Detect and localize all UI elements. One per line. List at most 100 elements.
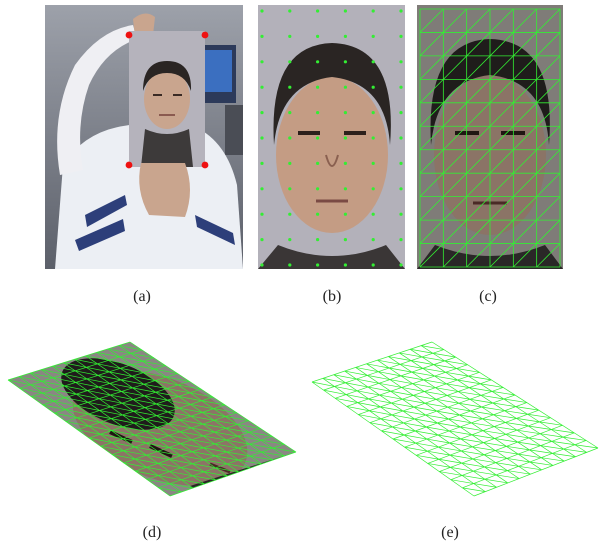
mesh-edge — [421, 345, 444, 350]
mesh-edge — [65, 421, 89, 427]
mesh-edge — [448, 418, 472, 424]
mesh-edge — [63, 362, 87, 368]
mesh-edge — [536, 79, 561, 104]
mesh-edge — [466, 243, 491, 268]
mesh-edge — [135, 470, 159, 476]
mesh-edge — [517, 441, 541, 446]
mesh-edge — [517, 429, 541, 435]
mesh-edge — [75, 382, 99, 388]
mesh-edge — [178, 396, 202, 402]
grid-point — [288, 212, 292, 216]
mesh-edge — [181, 479, 205, 485]
grid-points — [260, 9, 403, 267]
mesh-edge — [427, 463, 451, 468]
mesh-edge — [88, 425, 112, 431]
grid-point — [288, 9, 292, 13]
mesh-edge — [146, 466, 170, 472]
mesh-edge — [403, 422, 427, 428]
mesh-edge — [86, 366, 110, 373]
mesh-edge — [536, 196, 561, 221]
grid-point — [316, 60, 320, 64]
mesh-edge — [123, 438, 147, 444]
mesh-edge — [444, 360, 468, 366]
mesh-edge — [414, 418, 438, 424]
mesh-edge — [85, 355, 109, 361]
mesh-edge — [443, 32, 467, 57]
mesh-edge — [156, 415, 180, 421]
mesh-edge — [443, 55, 467, 80]
grid-point — [343, 187, 347, 191]
triangle-mesh — [311, 341, 599, 497]
mesh-edge — [466, 55, 491, 80]
mesh-edge — [99, 421, 123, 428]
mesh-edge — [449, 442, 473, 448]
mesh-edge — [489, 79, 514, 104]
mesh-edge — [389, 367, 412, 373]
mesh-edge — [496, 474, 520, 479]
mesh-edge — [513, 32, 537, 57]
mesh-edge — [65, 409, 89, 415]
mesh-edge — [112, 412, 237, 455]
mesh-edge — [489, 32, 514, 57]
mesh-edge — [190, 404, 214, 409]
mesh-edge — [169, 483, 193, 489]
grid-point — [316, 212, 320, 216]
mesh-edge — [132, 387, 156, 393]
mesh-edge — [166, 376, 190, 382]
mesh-edge — [489, 149, 514, 174]
mesh-edge — [470, 410, 494, 416]
mesh-edge — [445, 371, 469, 377]
mesh-edge — [214, 431, 238, 437]
mesh-edge — [551, 429, 575, 434]
mesh-edge — [64, 397, 88, 403]
mesh-edge — [462, 440, 587, 489]
grid-point — [288, 85, 292, 89]
mesh-edge — [424, 402, 448, 408]
mesh-edge — [489, 8, 514, 33]
mesh-edge — [437, 422, 461, 428]
mesh-edge — [7, 379, 31, 386]
mesh-edge — [134, 434, 158, 440]
mesh-edge — [460, 438, 484, 443]
mesh-edge — [311, 341, 433, 383]
grid-point — [371, 161, 375, 165]
mesh-edge — [323, 349, 444, 391]
mesh-edge — [30, 372, 53, 379]
mesh-edge — [77, 417, 100, 423]
mesh-edge — [513, 196, 537, 221]
grid-point — [288, 60, 292, 64]
mesh-edge — [443, 8, 467, 33]
mesh-edge — [513, 219, 537, 244]
mesh-edge — [539, 421, 563, 426]
mesh-edge — [390, 390, 414, 396]
mesh-edge — [131, 375, 156, 381]
mesh-edge — [480, 394, 504, 400]
mesh-edge — [369, 410, 392, 416]
mesh-edge — [489, 55, 514, 80]
mesh-edge — [513, 149, 537, 174]
mesh-edge — [154, 380, 179, 386]
triangle-mesh — [7, 341, 297, 497]
mesh-edge — [122, 414, 146, 420]
mesh-edge — [505, 422, 529, 427]
mesh-edge — [419, 172, 444, 197]
grid-point — [260, 161, 264, 165]
mesh-edge — [109, 371, 133, 377]
mesh-edge — [411, 371, 435, 377]
mesh-edge — [155, 391, 179, 397]
mesh-edge — [539, 433, 564, 438]
mesh-edge — [563, 436, 587, 441]
mesh-edge — [369, 379, 492, 424]
mesh-edge — [489, 102, 514, 127]
mesh-edge — [110, 406, 134, 412]
mesh-edge — [108, 359, 132, 366]
corner-marker — [201, 31, 209, 39]
mesh-edge — [419, 102, 444, 127]
mesh-edge — [513, 79, 537, 104]
mesh-edge — [367, 386, 391, 392]
grid-point — [371, 212, 375, 216]
mesh-edge — [506, 458, 530, 463]
mesh-edge — [419, 79, 444, 104]
mesh-edge — [356, 378, 380, 384]
mesh-edge — [146, 479, 170, 485]
